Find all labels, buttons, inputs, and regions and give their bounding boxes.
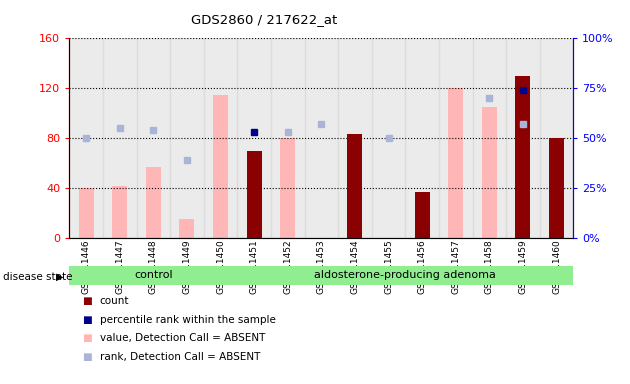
Text: ■: ■ <box>82 315 91 325</box>
FancyBboxPatch shape <box>69 266 238 285</box>
Bar <box>280 138 295 238</box>
Bar <box>112 186 127 238</box>
Bar <box>515 76 530 238</box>
Text: ■: ■ <box>82 352 91 362</box>
Text: aldosterone-producing adenoma: aldosterone-producing adenoma <box>314 270 496 280</box>
Bar <box>79 188 94 238</box>
Text: rank, Detection Call = ABSENT: rank, Detection Call = ABSENT <box>100 352 260 362</box>
Text: percentile rank within the sample: percentile rank within the sample <box>100 315 275 325</box>
Bar <box>482 107 497 238</box>
Bar <box>347 134 362 238</box>
Bar <box>103 38 137 238</box>
Bar <box>170 38 203 238</box>
Bar <box>540 38 573 238</box>
Bar <box>180 219 195 238</box>
Bar <box>304 38 338 238</box>
Text: disease state: disease state <box>3 272 72 282</box>
Bar <box>246 151 261 238</box>
Bar <box>271 38 304 238</box>
FancyBboxPatch shape <box>238 266 573 285</box>
Bar <box>506 38 540 238</box>
Bar <box>405 38 439 238</box>
Bar <box>472 38 506 238</box>
Bar <box>372 38 405 238</box>
Bar <box>439 38 472 238</box>
Text: value, Detection Call = ABSENT: value, Detection Call = ABSENT <box>100 333 265 343</box>
Bar <box>338 38 372 238</box>
Text: GDS2860 / 217622_at: GDS2860 / 217622_at <box>192 13 338 26</box>
Text: count: count <box>100 296 129 306</box>
Bar <box>146 167 161 238</box>
Text: ▶: ▶ <box>55 272 63 282</box>
Bar <box>137 38 170 238</box>
Bar <box>549 138 564 238</box>
Bar <box>448 88 463 238</box>
Bar <box>203 38 238 238</box>
Text: ■: ■ <box>82 296 91 306</box>
Bar <box>415 192 430 238</box>
Bar <box>213 94 228 238</box>
Bar <box>238 38 271 238</box>
Text: control: control <box>134 270 173 280</box>
Text: ■: ■ <box>82 333 91 343</box>
Bar <box>69 38 103 238</box>
